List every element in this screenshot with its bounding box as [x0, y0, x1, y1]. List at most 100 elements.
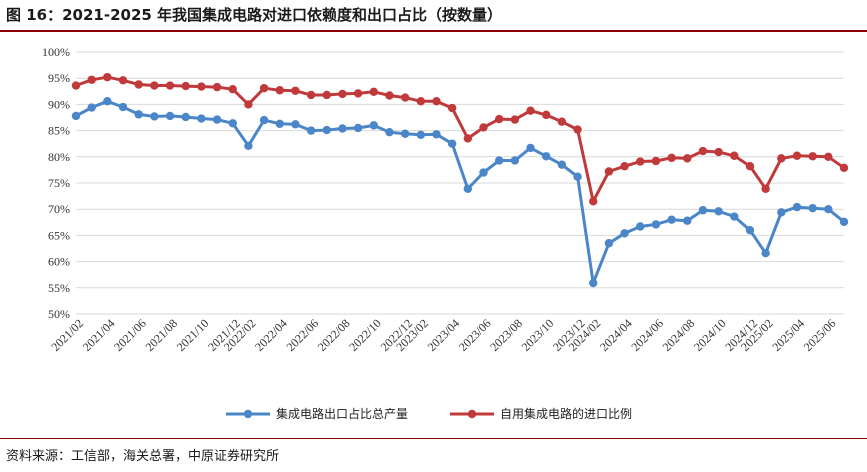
data-point: [589, 278, 598, 288]
data-point: [400, 129, 410, 138]
data-point: [150, 112, 159, 121]
data-point: [683, 216, 692, 225]
data-point: [463, 134, 473, 143]
data-point: [181, 81, 190, 91]
x-tick-label: 2024/08: [660, 316, 698, 354]
data-point: [620, 162, 629, 171]
data-point: [479, 168, 488, 177]
data-point: [792, 151, 802, 160]
x-tick-label: 2021/08: [142, 316, 180, 354]
data-point: [526, 143, 535, 153]
y-axis-ticks: 50% 55% 60% 65% 70% 75% 80% 85% 90% 95% 100%: [42, 45, 70, 321]
x-tick-label: 2024/10: [691, 316, 729, 354]
data-point: [385, 91, 394, 100]
data-point: [165, 111, 175, 121]
x-tick-label: 2023/06: [456, 316, 494, 354]
y-tick-label: 75%: [48, 176, 70, 190]
data-point: [291, 120, 300, 129]
data-point: [212, 82, 222, 92]
data-point: [291, 86, 300, 95]
data-point: [134, 80, 143, 89]
data-point: [651, 156, 661, 166]
x-tick-label: 2021/04: [80, 316, 118, 354]
data-point: [103, 97, 112, 106]
data-point: [636, 157, 645, 166]
data-point: [118, 102, 128, 112]
data-point: [432, 130, 441, 139]
plot-area: [71, 72, 849, 288]
top-rule: [0, 30, 867, 32]
x-tick-label: 2024/04: [597, 316, 635, 354]
data-point: [165, 81, 175, 90]
x-tick-label: 2025/04: [769, 316, 807, 354]
data-point: [839, 217, 849, 226]
legend-label: 自用集成电路的进口比例: [500, 406, 632, 421]
data-point: [730, 151, 739, 160]
data-point: [228, 119, 237, 128]
data-point: [259, 115, 269, 125]
legend-marker: [467, 409, 477, 419]
data-point: [573, 172, 582, 181]
data-point: [698, 146, 708, 156]
data-point: [306, 126, 316, 135]
data-point: [447, 103, 457, 113]
series-line-1: [75, 99, 845, 285]
data-point: [557, 160, 567, 169]
data-point: [510, 156, 520, 165]
data-point: [620, 229, 629, 238]
x-tick-label: 2022/06: [284, 316, 322, 354]
data-point: [824, 152, 833, 161]
data-point: [275, 119, 284, 128]
y-tick-label: 80%: [48, 150, 70, 164]
x-tick-label: 2024/06: [628, 316, 666, 354]
data-point: [667, 215, 676, 224]
data-point: [839, 163, 849, 173]
data-point: [698, 206, 708, 215]
legend-marker: [243, 409, 253, 419]
chart-title: 图 16：2021-2025 年我国集成电路对进口依赖度和出口占比（按数量）: [6, 6, 503, 24]
data-point: [244, 141, 253, 150]
data-point: [338, 124, 347, 133]
data-point: [494, 156, 504, 165]
data-point: [259, 83, 269, 93]
data-point: [103, 72, 112, 82]
data-point: [730, 212, 739, 221]
y-tick-label: 55%: [48, 281, 70, 295]
data-point: [683, 154, 692, 163]
data-point: [369, 121, 378, 130]
x-tick-label: 2022/10: [346, 316, 384, 354]
data-point: [526, 106, 535, 115]
data-point: [745, 225, 755, 235]
data-point: [275, 86, 284, 95]
data-point: [150, 81, 159, 90]
data-point: [573, 125, 582, 134]
data-point: [400, 93, 410, 102]
data-point: [636, 222, 645, 231]
data-point: [322, 125, 331, 135]
data-point: [494, 114, 504, 124]
data-point: [87, 75, 96, 84]
data-point: [604, 167, 614, 176]
x-tick-label: 2023/04: [425, 316, 463, 354]
data-point: [463, 184, 473, 193]
y-tick-label: 50%: [48, 307, 70, 321]
data-point: [824, 205, 833, 214]
data-point: [714, 147, 723, 157]
data-point: [71, 81, 81, 90]
data-point: [353, 123, 363, 133]
data-point: [338, 89, 347, 99]
data-point: [808, 203, 817, 213]
x-tick-label: 2021/02: [48, 316, 86, 354]
data-point: [306, 90, 316, 100]
data-point: [777, 208, 786, 217]
data-point: [761, 184, 770, 193]
data-point: [808, 152, 817, 161]
data-point: [244, 100, 253, 109]
y-tick-label: 95%: [48, 71, 70, 85]
y-tick-label: 100%: [42, 45, 70, 59]
data-point: [416, 130, 426, 139]
legend: 集成电路出口占比总产量 自用集成电路的进口比例: [226, 406, 632, 421]
data-point: [667, 153, 676, 163]
data-point: [714, 207, 723, 216]
data-point: [87, 103, 96, 112]
